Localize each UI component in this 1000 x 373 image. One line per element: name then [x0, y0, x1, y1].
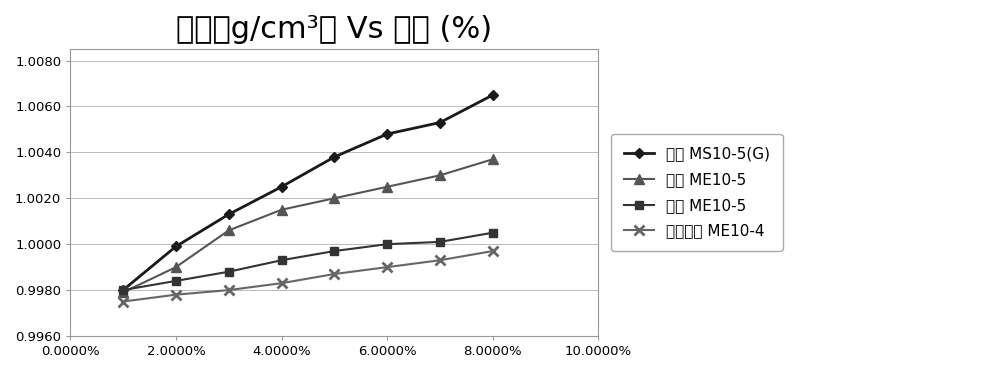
极索 MS10-5(G): [117, 288, 129, 292]
Line: 奎克 ME10-5: 奎克 ME10-5: [118, 154, 498, 297]
特普朗克 ME10-4: [276, 281, 288, 285]
奎克 ME10-5: [170, 265, 182, 269]
特普朗克 ME10-4: [487, 249, 499, 253]
奎克 ME10-5: [223, 228, 235, 233]
Legend: 极索 MS10-5(G), 奎克 ME10-5, 福斯 ME10-5, 特普朗克 ME10-4: 极索 MS10-5(G), 奎克 ME10-5, 福斯 ME10-5, 特普朗克…: [611, 134, 783, 251]
福斯 ME10-5: [487, 231, 499, 235]
极索 MS10-5(G): [223, 212, 235, 217]
极索 MS10-5(G): [170, 244, 182, 249]
Title: 密度（g/cm³） Vs 浓度 (%): 密度（g/cm³） Vs 浓度 (%): [176, 15, 492, 44]
特普朗克 ME10-4: [117, 299, 129, 304]
极索 MS10-5(G): [487, 93, 499, 97]
Line: 福斯 ME10-5: 福斯 ME10-5: [119, 229, 497, 294]
特普朗克 ME10-4: [223, 288, 235, 292]
福斯 ME10-5: [381, 242, 393, 247]
极索 MS10-5(G): [434, 120, 446, 125]
奎克 ME10-5: [117, 290, 129, 295]
福斯 ME10-5: [223, 269, 235, 274]
极索 MS10-5(G): [276, 185, 288, 189]
福斯 ME10-5: [170, 279, 182, 283]
奎克 ME10-5: [276, 207, 288, 212]
福斯 ME10-5: [434, 239, 446, 244]
奎克 ME10-5: [434, 173, 446, 178]
奎克 ME10-5: [487, 157, 499, 162]
极索 MS10-5(G): [381, 132, 393, 136]
Line: 极索 MS10-5(G): 极索 MS10-5(G): [120, 91, 496, 294]
特普朗克 ME10-4: [434, 258, 446, 263]
Line: 特普朗克 ME10-4: 特普朗克 ME10-4: [118, 246, 498, 306]
极索 MS10-5(G): [328, 155, 340, 159]
特普朗克 ME10-4: [381, 265, 393, 269]
奎克 ME10-5: [381, 185, 393, 189]
特普朗克 ME10-4: [328, 272, 340, 276]
特普朗克 ME10-4: [170, 292, 182, 297]
福斯 ME10-5: [276, 258, 288, 263]
奎克 ME10-5: [328, 196, 340, 201]
福斯 ME10-5: [328, 249, 340, 253]
福斯 ME10-5: [117, 288, 129, 292]
